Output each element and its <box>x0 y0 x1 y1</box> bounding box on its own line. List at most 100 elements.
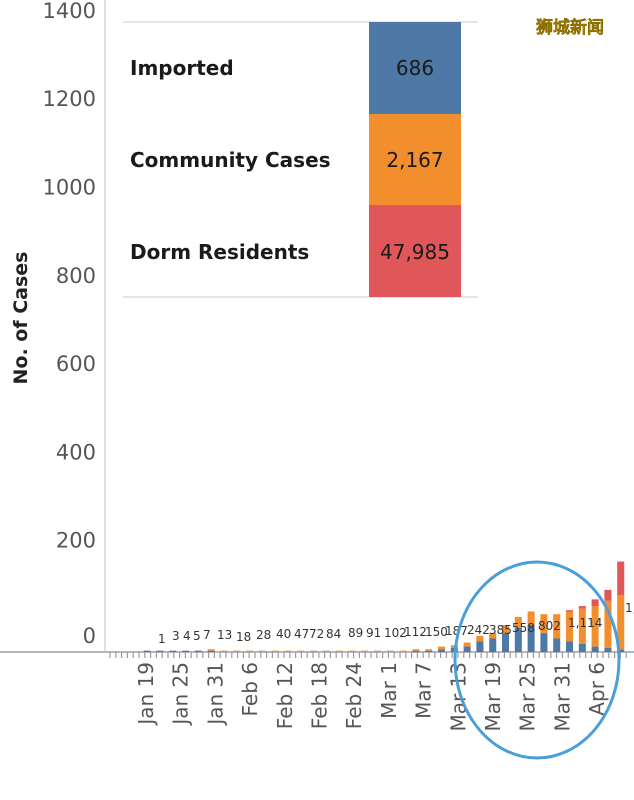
bar-segment <box>425 649 433 651</box>
x-tick-label: Feb 24 <box>342 662 366 729</box>
data-label: 4 <box>183 629 191 643</box>
y-tick-label: 800 <box>56 264 96 288</box>
bar-segment <box>322 650 330 652</box>
data-label: 7 <box>203 628 211 642</box>
bar-segment <box>502 633 510 652</box>
data-label: 187 <box>445 624 468 638</box>
y-axis-title: No. of Cases <box>10 252 32 385</box>
bar-segment <box>604 647 612 652</box>
bar-segment <box>604 589 612 601</box>
data-label: 802 <box>538 619 561 633</box>
highlight-circle <box>453 560 621 760</box>
bar-segment <box>348 650 356 652</box>
legend-label-imported: Imported <box>130 56 234 80</box>
y-tick-label: 400 <box>56 440 96 464</box>
legend-label-community: Community Cases <box>130 148 331 172</box>
data-label: 1,114 <box>568 616 602 630</box>
bar-segment <box>566 611 574 642</box>
bar-segment <box>297 650 305 652</box>
y-tick-label: 600 <box>56 352 96 376</box>
data-label: 112 <box>404 625 427 639</box>
bar-segment <box>399 650 407 652</box>
bar-segment <box>476 641 484 652</box>
legend-total-imported: 686 <box>396 56 434 80</box>
bar-segment <box>540 614 548 634</box>
bar-segment <box>438 646 446 650</box>
bar-segment <box>502 625 510 634</box>
bar-segment <box>527 625 535 652</box>
bar-segment <box>591 646 599 652</box>
data-label: 3 <box>172 629 180 643</box>
legend: Imported Community Cases Dorm Residents … <box>123 21 478 298</box>
y-axis-ticks: 0 200 400 600 800 1000 1200 1400 <box>43 0 96 648</box>
bar-segment <box>271 650 279 652</box>
bar-segment <box>412 649 420 651</box>
x-tick-label: Mar 1 <box>377 662 401 719</box>
data-label: 102 <box>384 626 407 640</box>
x-tick-label: Feb 12 <box>273 662 297 729</box>
x-tick-label: Mar 19 <box>481 662 505 732</box>
bar-segment <box>578 643 586 652</box>
x-tick-label: Mar 13 <box>446 662 470 732</box>
bar-segment <box>425 650 433 652</box>
bar-segment <box>489 638 497 652</box>
bar-segment <box>578 606 586 609</box>
x-axis-ticks: Jan 19 Jan 25 Jan 31 Feb 6 Feb 12 Feb 18 Feb 2… <box>134 662 609 732</box>
bar-segment <box>514 616 522 628</box>
x-tick-label: Jan 25 <box>169 662 193 727</box>
y-tick-label: 1200 <box>43 87 96 111</box>
x-tick-label: Jan 31 <box>203 662 227 727</box>
bar-segment <box>591 606 599 647</box>
bar-segment <box>514 627 522 652</box>
bar-segment <box>566 641 574 652</box>
x-axis-tick-marks <box>109 652 627 658</box>
y-tick-label: 200 <box>56 529 96 553</box>
data-label: 558 <box>512 621 535 635</box>
data-label: 1 <box>158 632 166 646</box>
data-label: 18 <box>236 630 251 644</box>
bar-segment <box>310 650 318 652</box>
watermark-logo: 狮城新闻 <box>535 17 604 38</box>
data-label: 72 <box>309 627 324 641</box>
bar-segment <box>591 599 599 607</box>
data-label: 40 <box>276 627 291 641</box>
bar-segment <box>617 595 625 650</box>
data-label: 150 <box>425 625 448 639</box>
legend-swatch-dorm <box>369 205 461 297</box>
bar-segment <box>220 650 228 652</box>
data-label: 89 <box>348 626 363 640</box>
bar-segment <box>578 608 586 644</box>
bar-segment <box>527 611 535 625</box>
bar-segment <box>194 650 202 652</box>
data-label: 91 <box>366 626 381 640</box>
bar-segment <box>438 649 446 652</box>
data-label: 47 <box>294 627 309 641</box>
bar-segment <box>156 650 164 652</box>
x-tick-label: Apr 6 <box>585 662 609 716</box>
bar-segment <box>246 650 254 652</box>
x-tick-label: Jan 19 <box>134 662 158 727</box>
bar-segment <box>553 638 561 652</box>
legend-total-community: 2,167 <box>386 148 443 172</box>
y-tick-label: 1000 <box>43 176 96 200</box>
bar-segment <box>182 650 190 652</box>
legend-total-dorm: 47,985 <box>380 240 450 264</box>
data-label: 28 <box>256 628 271 642</box>
legend-swatch-imported <box>369 22 461 114</box>
bar-segment <box>207 649 215 651</box>
x-tick-label: Feb 18 <box>308 662 332 729</box>
bar-segment <box>143 650 151 652</box>
bar-segment <box>604 600 612 648</box>
data-label: 13 <box>217 628 232 642</box>
bar-segment <box>617 649 625 652</box>
bar-segment <box>540 633 548 652</box>
data-label: 385 <box>489 623 512 637</box>
bar-segment <box>361 650 369 652</box>
bar-segment <box>476 635 484 642</box>
data-label: 1,9 <box>625 601 634 615</box>
bar-segment <box>463 646 471 652</box>
y-tick-label: 0 <box>83 624 96 648</box>
bar-segment <box>412 650 420 652</box>
